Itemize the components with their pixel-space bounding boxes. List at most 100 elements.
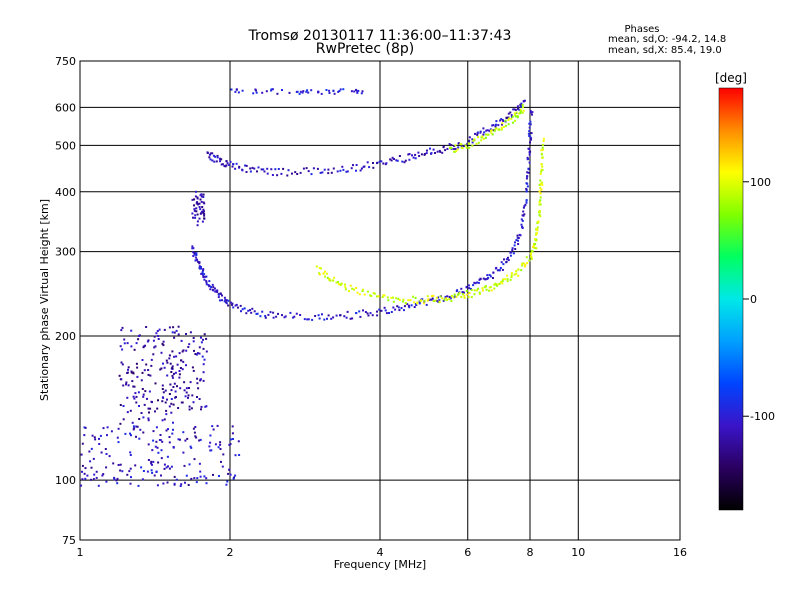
echo-point — [515, 111, 518, 114]
echo-point — [328, 92, 331, 94]
echo-point — [170, 371, 173, 373]
echo-point — [500, 126, 503, 129]
echo-point — [303, 318, 306, 321]
echo-point — [105, 453, 108, 455]
echo-point — [465, 290, 468, 292]
echo-point — [156, 407, 159, 410]
echo-point — [150, 364, 153, 367]
echo-point — [235, 303, 238, 306]
echo-point — [516, 234, 519, 237]
echo-point — [529, 111, 532, 114]
echo-point — [311, 318, 314, 321]
echo-point — [133, 397, 136, 400]
echo-point — [167, 465, 169, 468]
echo-point — [484, 136, 487, 139]
echo-point — [360, 167, 363, 170]
echo-point — [214, 155, 217, 158]
echo-point — [378, 308, 381, 311]
echo-point — [95, 476, 98, 479]
echo-point — [205, 275, 208, 278]
echo-point — [116, 436, 119, 439]
x-tick-label: 10 — [571, 546, 585, 559]
echo-point — [521, 264, 524, 267]
echo-point — [528, 130, 531, 133]
echo-point — [197, 387, 200, 390]
x-tick-label: 6 — [464, 546, 471, 559]
echo-point — [142, 431, 145, 434]
echo-point — [488, 274, 491, 276]
echo-point — [299, 90, 302, 93]
echo-point — [471, 141, 474, 144]
echo-point — [407, 299, 410, 302]
echo-point — [188, 405, 191, 408]
echo-point — [514, 248, 517, 250]
echo-point — [448, 143, 451, 146]
echo-point — [457, 142, 460, 145]
echo-point — [305, 167, 308, 170]
echo-point — [173, 336, 176, 339]
echo-point — [173, 355, 176, 358]
echo-point — [126, 371, 129, 374]
echo-point — [423, 299, 426, 302]
echo-point — [126, 411, 129, 414]
echo-point — [130, 434, 132, 437]
echo-point — [510, 276, 513, 279]
echo-point — [298, 92, 301, 95]
echo-point — [191, 198, 194, 201]
echo-point — [116, 482, 119, 485]
echo-point — [398, 309, 401, 312]
echo-point — [161, 388, 164, 390]
echo-point — [219, 448, 222, 450]
echo-point — [190, 446, 193, 449]
echo-point — [140, 466, 143, 469]
echo-point — [188, 463, 191, 466]
echo-point — [199, 470, 202, 473]
echo-point — [193, 198, 196, 201]
echo-point — [537, 220, 540, 223]
echo-point — [455, 150, 458, 153]
echo-point — [180, 339, 183, 342]
echo-point — [446, 295, 449, 298]
echo-point — [125, 383, 127, 386]
echo-point — [425, 303, 428, 306]
echo-point — [539, 199, 542, 202]
echo-point — [187, 396, 189, 399]
echo-point — [132, 385, 135, 388]
echo-point — [149, 374, 152, 377]
x-axis-label: Frequency [MHz] — [334, 558, 426, 571]
echo-point — [397, 297, 400, 300]
y-tick-label: 75 — [62, 534, 76, 547]
echo-point — [518, 112, 521, 115]
echo-point — [340, 282, 343, 285]
echo-point — [301, 91, 304, 94]
echo-point — [302, 167, 305, 170]
echo-point — [191, 247, 194, 250]
echo-point — [318, 317, 321, 320]
echo-point — [362, 288, 365, 291]
echo-point — [157, 399, 159, 402]
echo-point — [473, 293, 476, 296]
echo-point — [80, 453, 83, 456]
echo-point — [500, 128, 503, 131]
echo-point — [98, 437, 100, 440]
echo-point — [204, 405, 207, 408]
echo-point — [355, 287, 358, 289]
echo-point — [486, 129, 489, 132]
echo-point — [89, 460, 92, 463]
echo-point — [179, 387, 182, 390]
echo-point — [367, 290, 369, 293]
echo-point — [150, 462, 153, 465]
echo-point — [448, 298, 451, 301]
echo-point — [132, 395, 135, 398]
echo-point — [488, 289, 491, 292]
echo-point — [538, 201, 541, 203]
echo-point — [434, 299, 437, 302]
echo-point — [176, 363, 179, 366]
echo-point — [450, 144, 453, 147]
echo-point — [178, 376, 181, 379]
echo-point — [417, 151, 420, 154]
echo-point — [519, 234, 522, 237]
echo-point — [165, 409, 168, 412]
echo-point — [192, 369, 195, 372]
echo-point — [321, 313, 323, 316]
